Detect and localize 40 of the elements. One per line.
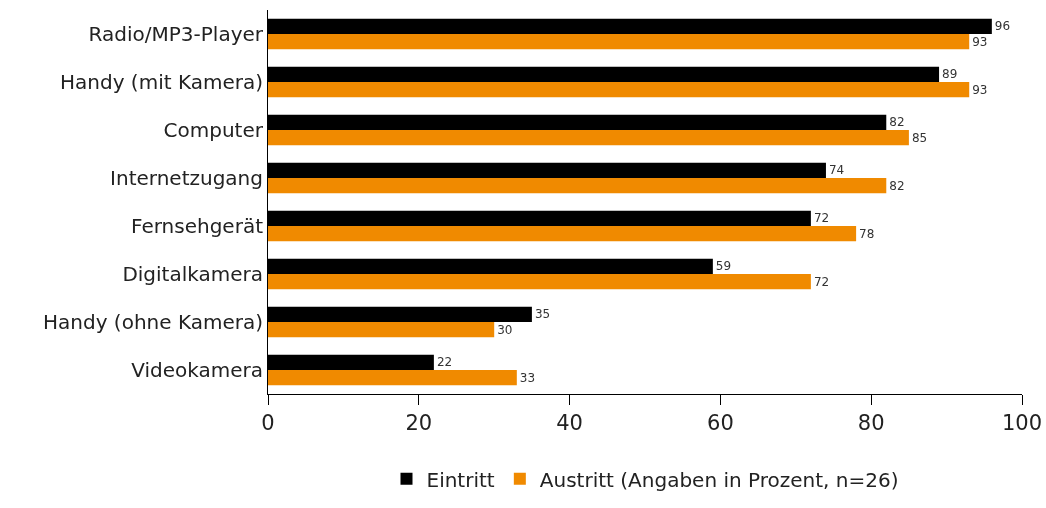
data-label: 93 xyxy=(972,34,988,49)
data-label: 82 xyxy=(889,115,905,130)
y-tick-label: Internetzugang xyxy=(110,166,263,190)
x-tick-label: 100 xyxy=(1001,411,1043,436)
x-tick-label: 20 xyxy=(405,411,433,436)
data-label: 72 xyxy=(813,274,830,289)
data-label: 22 xyxy=(436,355,453,370)
y-tick-label: Radio/MP3-Player xyxy=(88,22,264,46)
x-tick-label: 60 xyxy=(707,411,734,436)
y-tick-label: Computer xyxy=(163,118,264,142)
data-label: 72 xyxy=(813,211,830,226)
y-tick-label: Digitalkamera xyxy=(122,262,263,286)
data-label: 78 xyxy=(859,226,875,241)
data-label: 33 xyxy=(519,370,536,385)
bar xyxy=(268,370,517,386)
data-label: 96 xyxy=(994,19,1011,34)
data-label: 85 xyxy=(911,130,928,145)
legend-label: Eintritt xyxy=(426,467,495,492)
y-tick-label: Handy (ohne Kamera) xyxy=(43,310,263,334)
data-label: 93 xyxy=(972,82,988,97)
bar xyxy=(268,130,909,146)
legend-label: Austritt (Angaben in Prozent, n=26) xyxy=(539,467,899,492)
data-label: 35 xyxy=(534,307,551,322)
bar xyxy=(268,178,887,194)
data-label: 30 xyxy=(497,322,513,337)
data-label: 59 xyxy=(715,259,732,274)
data-label: 74 xyxy=(828,163,845,178)
bar xyxy=(268,226,857,242)
x-tick-label: 0 xyxy=(261,411,275,436)
y-tick-label: Handy (mit Kamera) xyxy=(60,70,263,94)
x-tick-label: 40 xyxy=(556,411,583,436)
data-label: 89 xyxy=(942,67,958,82)
bar xyxy=(268,82,970,98)
bar xyxy=(268,322,495,338)
bar xyxy=(268,274,811,290)
y-tick-label: Videokamera xyxy=(131,358,263,382)
bar xyxy=(268,34,970,50)
data-label: 82 xyxy=(889,178,905,193)
x-tick-label: 80 xyxy=(857,411,885,436)
y-tick-label: Fernsehgerät xyxy=(131,214,264,238)
